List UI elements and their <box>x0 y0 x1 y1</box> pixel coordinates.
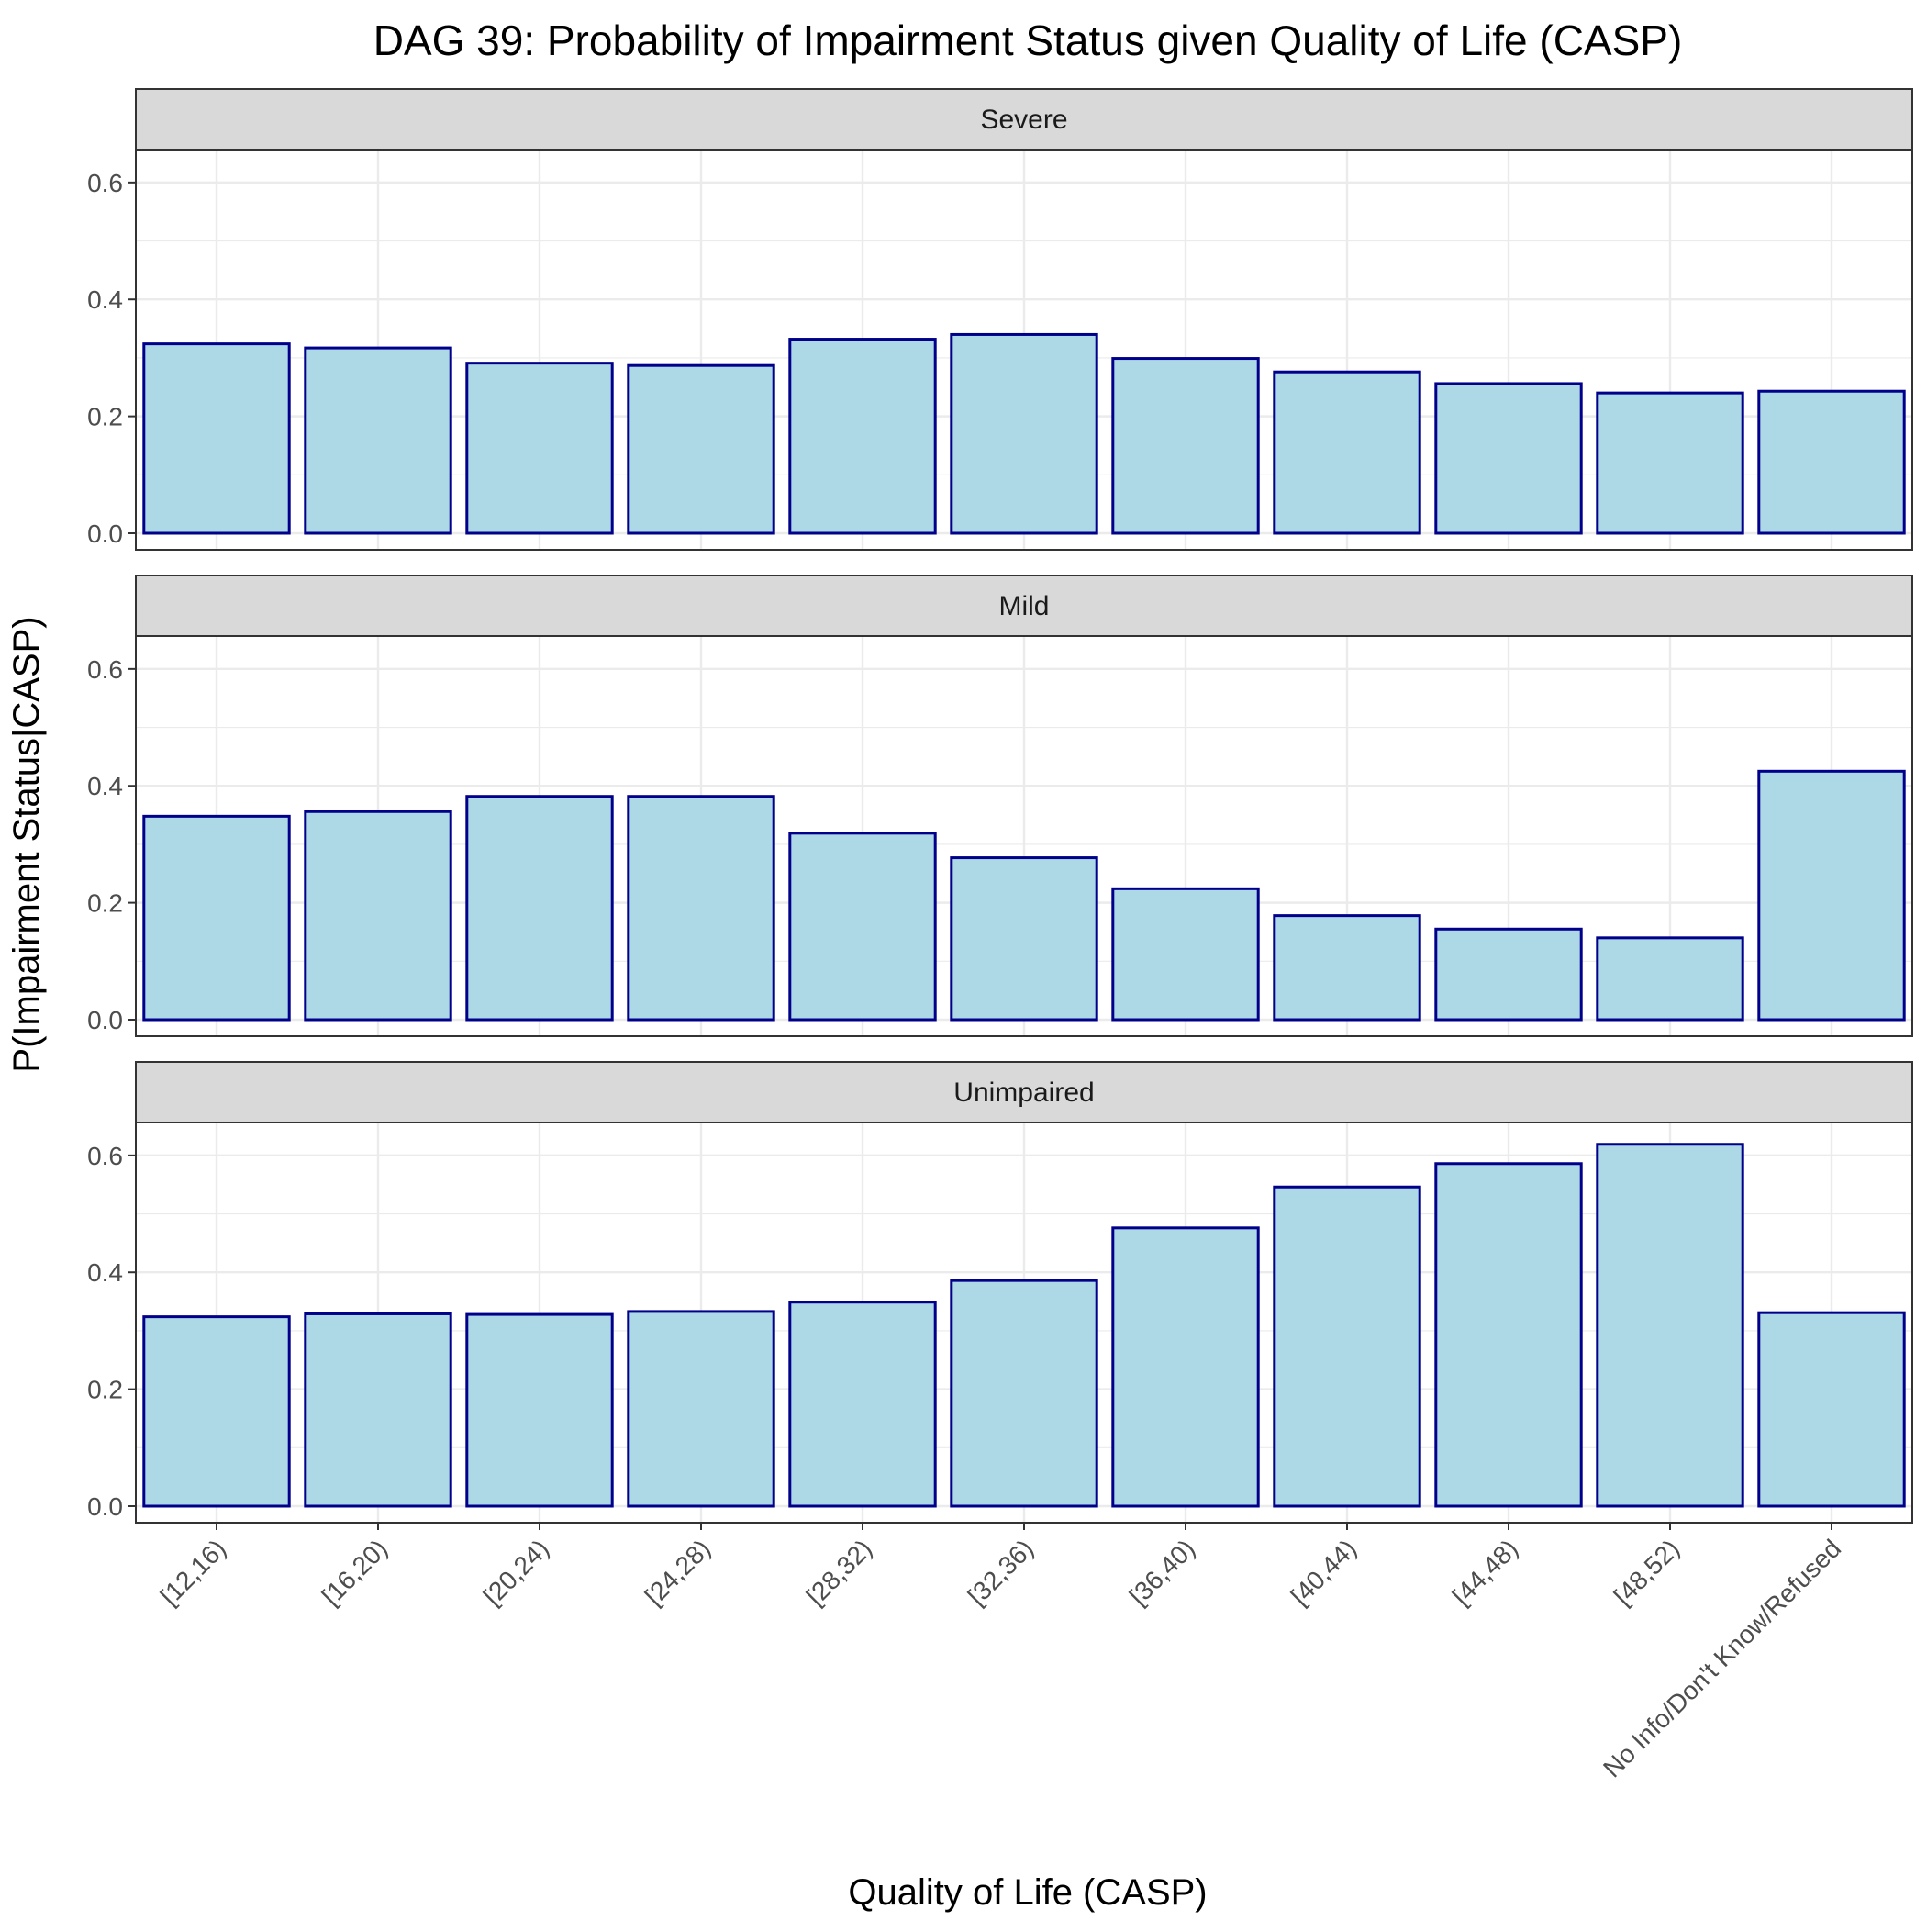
x-tick-label: [32,36) <box>963 1534 1040 1611</box>
x-tick-label: [12,16) <box>155 1534 232 1611</box>
bar <box>1111 887 1260 1022</box>
bar <box>1596 936 1744 1022</box>
bar <box>1434 382 1583 535</box>
y-tick-label: 0.0 <box>87 1006 123 1034</box>
bar <box>304 810 452 1022</box>
bar <box>1273 370 1421 535</box>
strip-label: Unimpaired <box>953 1078 1094 1108</box>
strip-label: Mild <box>998 591 1049 621</box>
bar <box>304 346 452 535</box>
bar <box>465 1312 614 1508</box>
y-tick-label: 0.4 <box>87 285 123 314</box>
bar <box>142 342 291 535</box>
y-tick-label: 0.6 <box>87 655 123 684</box>
facet-panel-severe: Severe 0.0 0.2 0.4 0.6 <box>87 88 1913 551</box>
y-tick-label: 0.2 <box>87 889 123 918</box>
y-tick-label: 0.6 <box>87 169 123 197</box>
bar <box>788 832 937 1022</box>
bar <box>1273 914 1421 1022</box>
y-tick-label: 0.2 <box>87 1376 123 1404</box>
bar <box>788 338 937 535</box>
bar <box>1434 927 1583 1022</box>
facet-panel-unimpaired: Unimpaired 0.0 0.2 0.4 0.6 [12,16) [16,20) [20,… <box>87 1061 1913 1782</box>
strip-label: Severe <box>980 105 1067 135</box>
x-tick-label: [48,52) <box>1609 1534 1686 1611</box>
facet-panel-mild: Mild 0.0 0.2 0.4 0.6 <box>87 575 1913 1037</box>
bar <box>788 1301 937 1508</box>
y-axis-title: P(Impairment Status|CASP) <box>6 616 47 1072</box>
bar <box>1757 389 1906 535</box>
bar <box>1757 769 1906 1022</box>
y-tick-label: 0.4 <box>87 772 123 800</box>
bar <box>465 795 614 1022</box>
bar <box>1596 391 1744 535</box>
bar <box>950 332 1098 535</box>
bar <box>1596 1143 1744 1508</box>
bar <box>142 814 291 1022</box>
bar <box>1273 1185 1421 1508</box>
x-tick-label: [16,20) <box>317 1534 394 1611</box>
bar <box>627 363 775 535</box>
x-tick-label: [44,48) <box>1447 1534 1524 1611</box>
y-tick-label: 0.6 <box>87 1142 123 1170</box>
chart-title: DAG 39: Probability of Impairment Status… <box>373 17 1683 64</box>
bar <box>1434 1162 1583 1508</box>
y-tick-label: 0.0 <box>87 1492 123 1521</box>
facet-panels: Severe0.00.20.40.6Mild0.00.20.40.6Unimpa… <box>87 88 1913 1782</box>
x-tick-label: [28,32) <box>801 1534 878 1611</box>
bar <box>1111 357 1260 535</box>
panel-border <box>135 149 1913 551</box>
bar <box>304 1312 452 1508</box>
bar <box>1757 1311 1906 1508</box>
bar <box>465 362 614 535</box>
x-tick-label: [20,24) <box>478 1534 555 1611</box>
bar <box>142 1315 291 1508</box>
bar <box>627 1310 775 1508</box>
x-tick-label: [36,40) <box>1124 1534 1201 1611</box>
x-tick-label: [24,28) <box>640 1534 717 1611</box>
y-tick-label: 0.0 <box>87 519 123 548</box>
bar <box>1111 1226 1260 1508</box>
y-tick-label: 0.4 <box>87 1258 123 1287</box>
strip-background <box>135 575 1913 637</box>
x-tick-label: [40,44) <box>1286 1534 1363 1611</box>
bar <box>950 1279 1098 1508</box>
strip-background <box>135 1061 1913 1123</box>
bar <box>627 795 775 1022</box>
panel-border <box>135 635 1913 1037</box>
strip-background <box>135 88 1913 151</box>
x-axis-title: Quality of Life (CASP) <box>848 1872 1207 1913</box>
bar <box>950 856 1098 1022</box>
y-tick-label: 0.2 <box>87 403 123 431</box>
